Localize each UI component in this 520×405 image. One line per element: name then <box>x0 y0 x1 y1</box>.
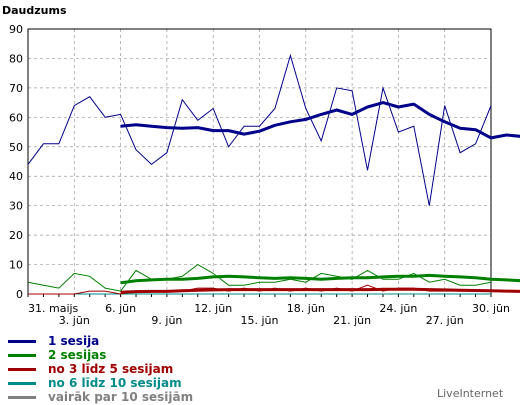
x-tick-label: 15. jūn <box>241 314 279 327</box>
x-tick-label: 21. jūn <box>333 314 371 327</box>
x-tick-label: 6. jūn <box>105 302 136 315</box>
x-tick-label: 27. jūn <box>426 314 464 327</box>
legend-swatch <box>8 382 36 385</box>
trend-line <box>120 101 520 140</box>
legend-swatch <box>8 396 36 399</box>
legend-label: vairāk par 10 sesijām <box>48 390 194 404</box>
y-tick-label: 30 <box>9 200 23 213</box>
y-tick-label: 10 <box>9 259 23 272</box>
y-tick-label: 20 <box>9 229 23 242</box>
legend-swatch <box>8 368 36 371</box>
y-tick-label: 50 <box>9 141 23 154</box>
x-tick-label: 30. jūn <box>472 302 510 315</box>
x-tick-label: 18. jūn <box>287 302 325 315</box>
chart: Daudzums 0 10 20 30 40 50 60 70 80 90 31. maijs3.… <box>2 4 520 327</box>
legend-label: no 6 līdz 10 sesijam <box>48 376 182 390</box>
y-tick-label: 60 <box>9 111 23 124</box>
trend-layer <box>120 101 520 294</box>
y-tick-label: 0 <box>16 288 23 301</box>
x-tick-label: 9. jūn <box>151 314 182 327</box>
x-tick-label: 3. jūn <box>59 314 90 327</box>
grid <box>28 29 491 294</box>
y-axis: 0 10 20 30 40 50 60 70 80 90 <box>9 23 23 301</box>
x-tick-label: 31. maijs <box>28 302 79 315</box>
y-tick-label: 70 <box>9 82 23 95</box>
legend-label: 2 sesijas <box>48 348 107 362</box>
series-line <box>27 53 492 206</box>
legend-label: no 3 līdz 5 sesijam <box>48 362 174 376</box>
trend-line <box>120 273 520 285</box>
brand-label: LiveInternet <box>437 387 504 400</box>
y-tick-label: 90 <box>9 23 23 36</box>
chart-title: Daudzums <box>2 4 67 17</box>
y-tick-label: 40 <box>9 170 23 183</box>
series-line <box>27 264 492 292</box>
x-tick-label: 12. jūn <box>194 302 232 315</box>
legend-swatch <box>8 340 36 343</box>
legend-label: 1 sesija <box>48 334 100 348</box>
y-tick-label: 80 <box>9 52 23 65</box>
legend-swatch <box>8 354 36 357</box>
trend-line <box>120 287 520 294</box>
x-tick-label: 24. jūn <box>379 302 417 315</box>
